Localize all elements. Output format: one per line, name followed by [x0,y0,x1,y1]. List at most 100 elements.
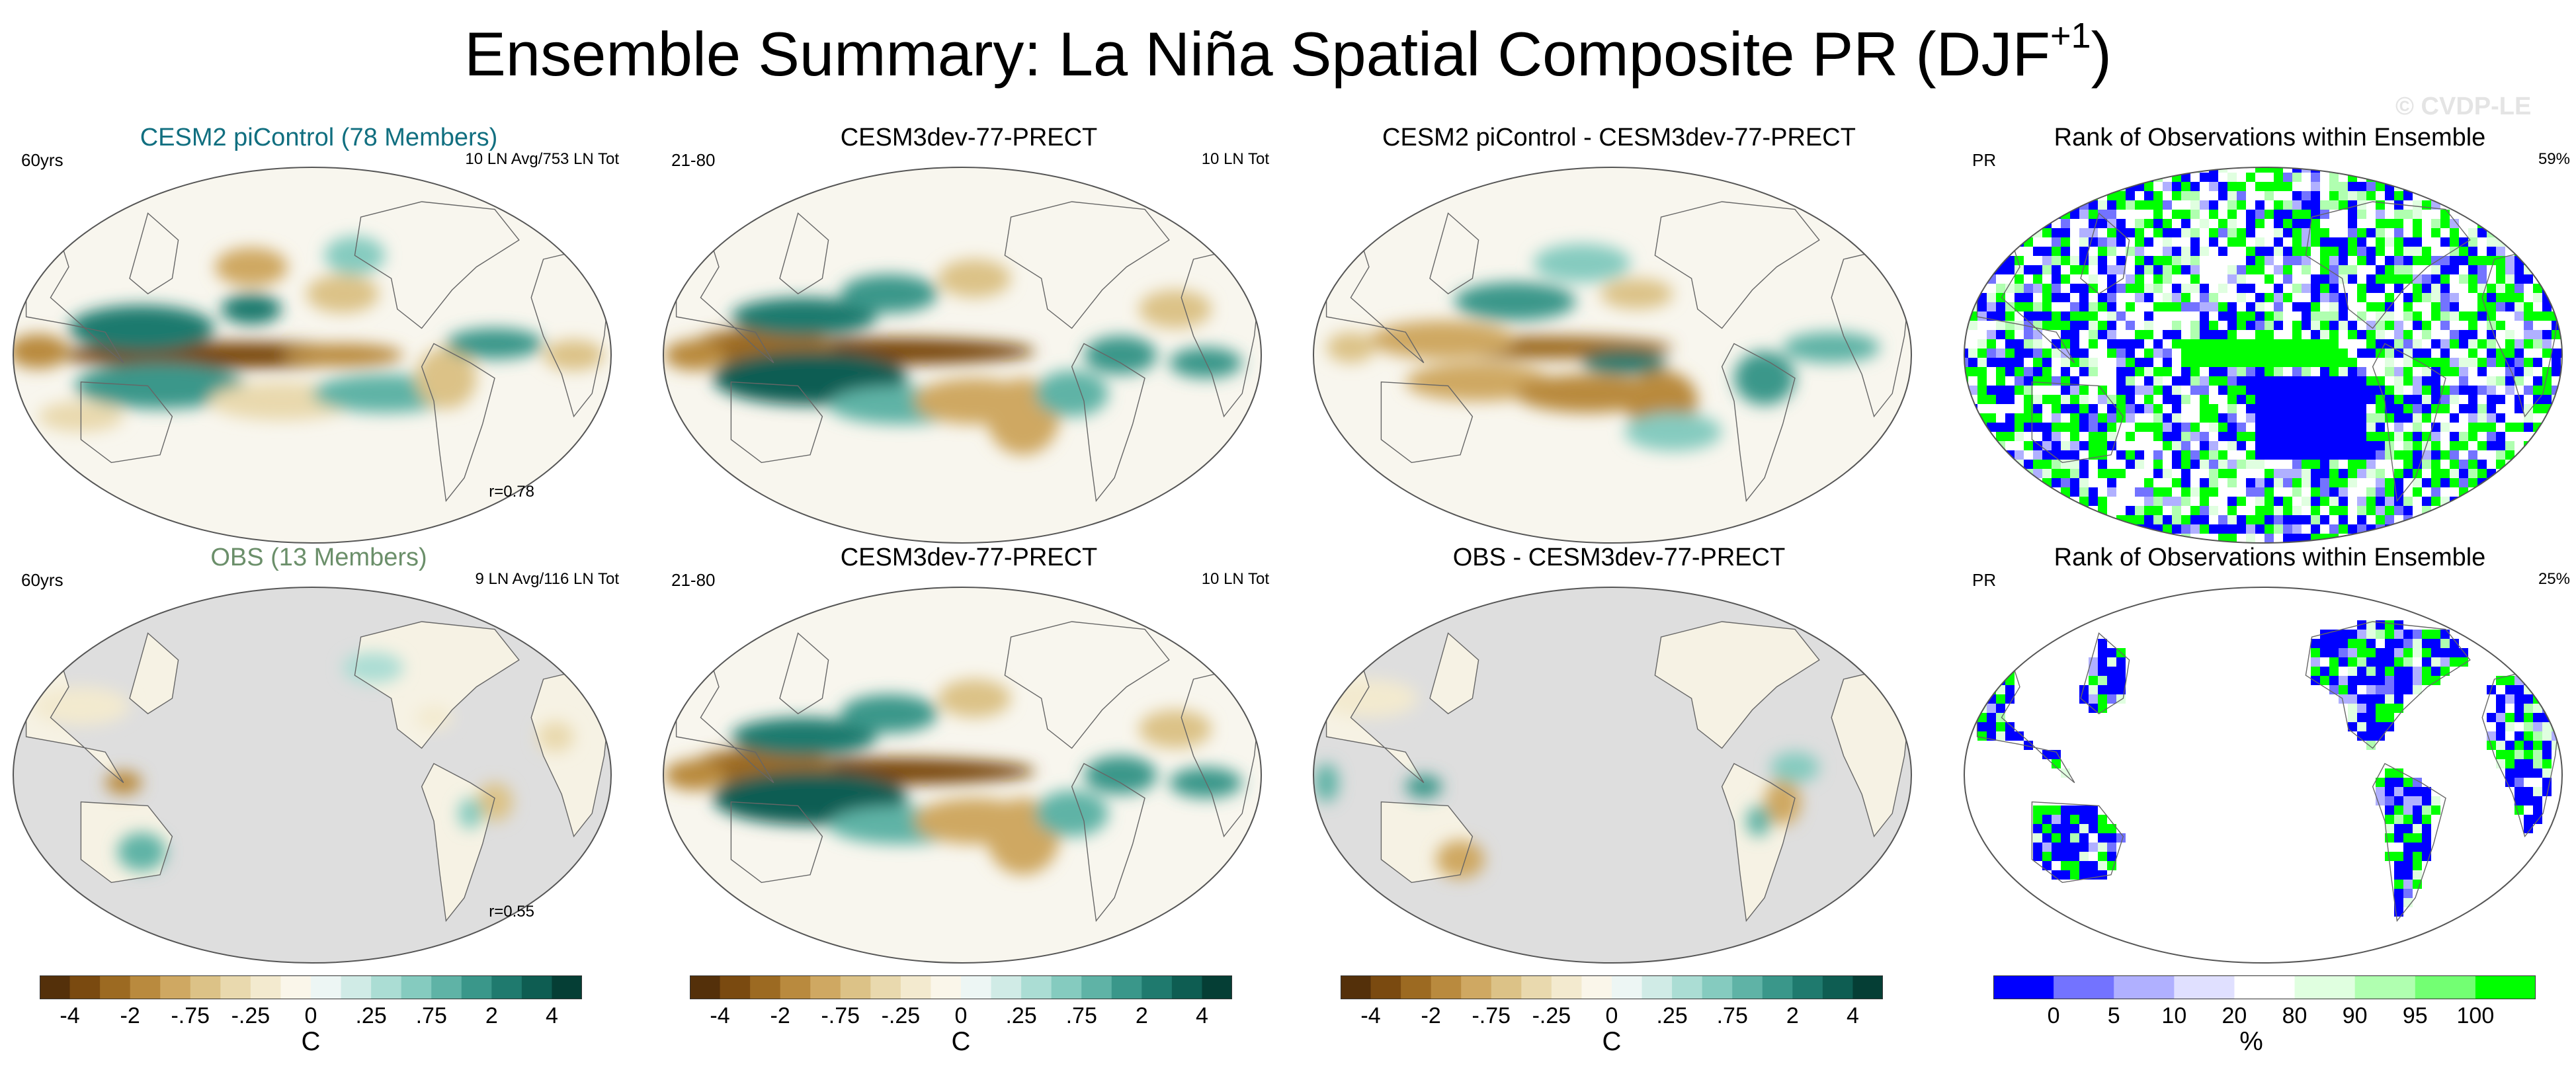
rank-cell [2079,460,2089,469]
rank-cell [2218,358,2227,367]
rank-cell [2403,167,2413,173]
rank-cell [1996,667,2005,676]
rank-cell [2153,460,2163,469]
rank-cell [2255,404,2264,413]
rank-cell [2089,339,2098,349]
rank-cell [2357,713,2366,722]
rank-cell [2246,487,2255,497]
colorbar-swatch [1461,975,1492,999]
coastline [1325,647,1425,784]
rank-cell [2070,395,2079,404]
rank-cell [2450,237,2459,247]
rank-cell [2098,210,2107,219]
panel-title: Rank of Observations within Ensemble [2054,544,2486,571]
colorbar-tick-label: .25 [1005,1003,1037,1028]
rank-cell [2005,478,2015,487]
rank-cell [2116,349,2126,358]
rank-cell [2552,293,2561,302]
rank-cell [2329,367,2339,376]
map-border [1313,167,1912,544]
rank-cell [2107,167,2116,173]
rank-cell [2126,413,2135,423]
rank-cell [2107,349,2116,358]
rank-cell [2348,367,2357,376]
rank-cell [2079,191,2089,200]
rank-cell [2070,413,2079,423]
rank-cell [2357,237,2366,247]
rank-cell [2514,265,2524,274]
rank-cell [2440,358,2450,367]
rank-cell [2061,843,2070,852]
rank-cell [1964,293,1968,302]
anomaly-blob [1770,752,1819,783]
rank-cell [2496,722,2505,731]
rank-cell [2431,450,2440,460]
rank-cell [2348,639,2357,648]
colorbar-tick-label: -.25 [881,1003,921,1028]
rank-cell [2292,339,2302,349]
rank-cell [2042,524,2052,534]
rank-cell [2107,173,2116,182]
rank-cell [2172,210,2181,219]
rank-cell [2116,256,2126,265]
rank-cell [2042,302,2052,311]
rank-cell [2348,524,2357,534]
rank-cell [2413,376,2422,386]
rank-cell [2561,274,2562,284]
rank-cell [2403,778,2413,787]
rank-cell [2459,386,2468,395]
rank-cell [2394,349,2403,358]
rank-cell [2005,200,2015,210]
rank-cell [2311,497,2320,506]
rank-cell [2172,284,2181,293]
rank-cell [2357,667,2366,676]
rank-cell [2135,404,2144,413]
rank-cell [2514,787,2524,796]
rank-cell [2505,441,2514,450]
rank-cell [2015,469,2024,478]
colorbar-tick-label: .75 [1065,1003,1097,1028]
colorbar-swatch [190,975,221,999]
rank-cell [2255,182,2264,191]
rank-cell [2524,228,2533,237]
anomaly-blob [1533,243,1631,282]
rank-cell [2311,219,2320,228]
rank-cell [2070,460,2079,469]
colorbar-tick-label: 0 [1605,1003,1618,1028]
rank-cell [2181,534,2190,543]
rank-cell [2311,228,2320,237]
rank-cell [2357,704,2366,713]
rank-cell [2283,534,2292,543]
rank-cell [1996,704,2005,713]
rank-cell [2311,441,2320,450]
rank-cell [2033,302,2042,311]
rank-cell [2098,676,2107,685]
rank-cell [2302,210,2311,219]
rank-cell [2514,395,2524,404]
rank-cell [2042,321,2052,330]
rank-cell [2413,861,2422,870]
panel-title: CESM3dev-77-PRECT [840,124,1098,151]
rank-cell [2329,182,2339,191]
rank-cell [2052,515,2061,524]
anomaly-blob [1782,332,1880,363]
rank-cell [2264,349,2274,358]
rank-cell [2190,358,2200,367]
rank-cell [2163,302,2172,311]
rank-cell [2459,404,2468,413]
rank-cell [2348,685,2357,694]
rank-cell [2135,274,2144,284]
rank-cell [2098,870,2107,880]
rank-cell [2061,339,2070,349]
rank-cell [2070,311,2079,321]
rank-cell [2135,200,2144,210]
rank-cell [2163,413,2172,423]
rank-cell [2172,228,2181,237]
rank-cell [2079,349,2089,358]
rank-cell [2153,284,2163,293]
rank-cell [2413,685,2422,694]
rank-cell [2468,460,2477,469]
rank-cell [2524,824,2533,833]
rank-cell [2496,759,2505,768]
rank-cell [2190,515,2200,524]
